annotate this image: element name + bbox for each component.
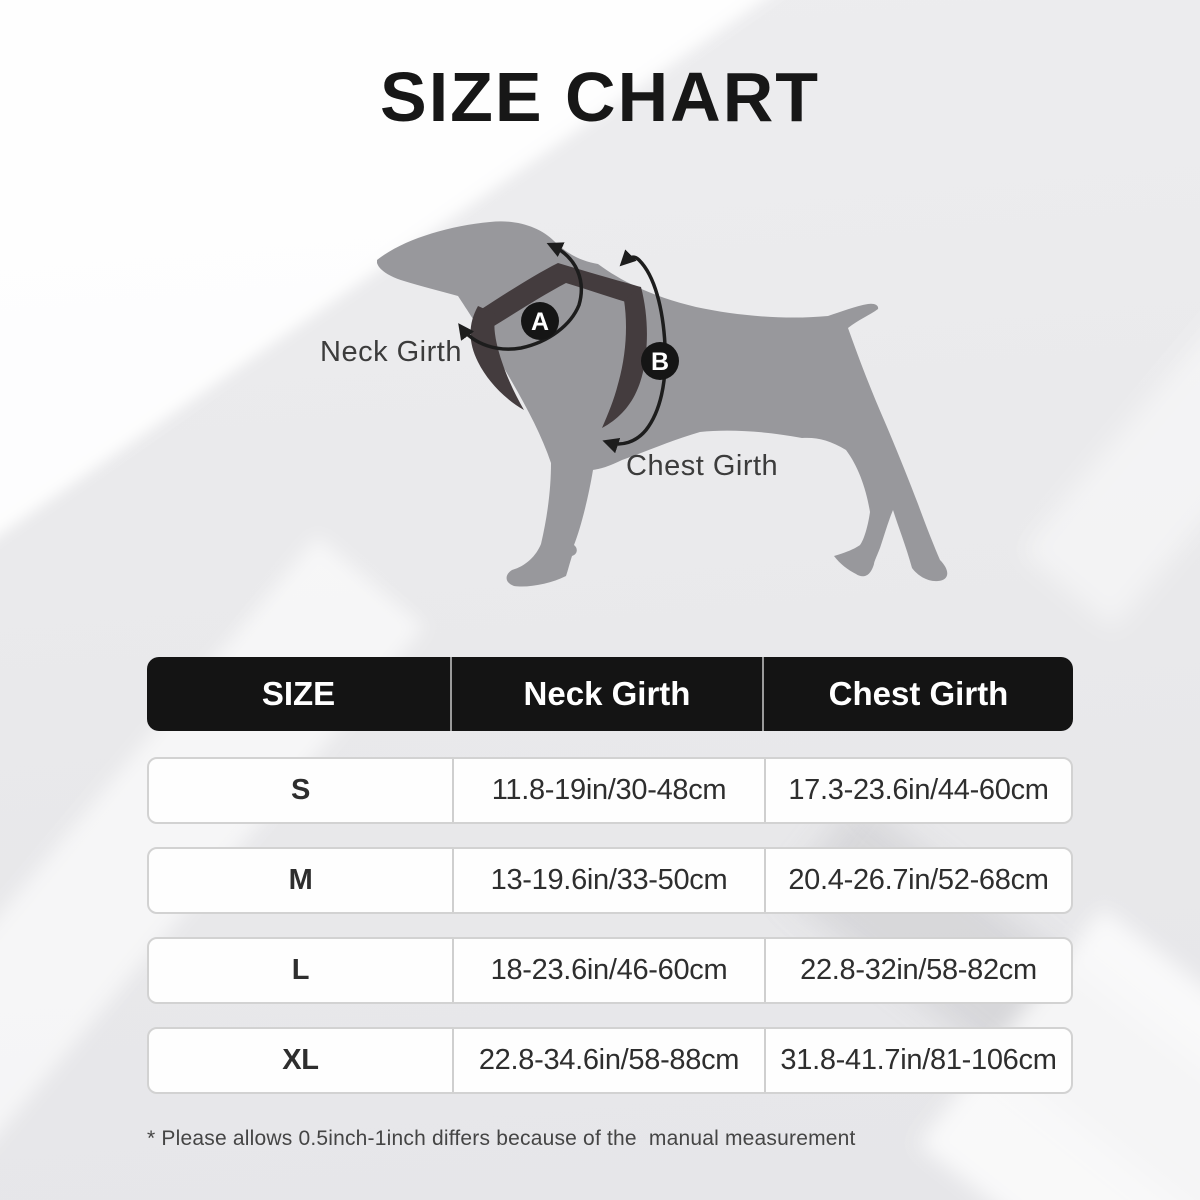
marker-b-badge: B [641, 342, 679, 380]
table-row-l: L 18-23.6in/46-60cm 22.8-32in/58-82cm [147, 937, 1073, 1004]
header-cell-size: SIZE [261, 675, 336, 712]
chest-girth-cell: 17.3-23.6in/44-60cm [764, 759, 1071, 822]
size-cell: L [291, 954, 310, 986]
neck-girth-cell: 13-19.6in/33-50cm [452, 849, 764, 912]
table-row-m: M 13-19.6in/33-50cm 20.4-26.7in/52-68cm [147, 847, 1073, 914]
marker-a-badge: A [521, 302, 559, 340]
page-title: SIZE CHART [380, 58, 820, 136]
light-streak-mid-right [1021, 91, 1200, 629]
size-cell: XL [282, 1044, 319, 1076]
table-row-s: S 11.8-19in/30-48cm 17.3-23.6in/44-60cm [147, 757, 1073, 824]
size-cell: S [290, 774, 311, 806]
table-header-row: SIZE Neck Girth Chest Girth [147, 657, 1073, 731]
table-row-xl: XL 22.8-34.6in/58-88cm 31.8-41.7in/81-10… [147, 1027, 1073, 1094]
marker-b-letter: B [651, 348, 669, 376]
neck-girth-cell: 11.8-19in/30-48cm [452, 759, 764, 822]
chest-girth-cell: 31.8-41.7in/81-106cm [764, 1029, 1071, 1092]
size-cell: M [288, 864, 313, 896]
neck-girth-cell: 18-23.6in/46-60cm [452, 939, 764, 1002]
dog-silhouette [377, 221, 948, 587]
neck-girth-label: Neck Girth [320, 336, 462, 368]
header-cell-chest-girth: Chest Girth [762, 657, 1073, 731]
size-table: SIZE Neck Girth Chest Girth S 11.8-19in/… [147, 657, 1073, 1117]
chest-girth-cell: 20.4-26.7in/52-68cm [764, 849, 1071, 912]
measurement-footnote: * Please allows 0.5inch-1inch differs be… [147, 1127, 856, 1150]
marker-a-letter: A [531, 308, 549, 336]
dog-harness-illustration: A B [377, 221, 948, 587]
chest-girth-label: Chest Girth [626, 450, 779, 482]
chest-girth-cell: 22.8-32in/58-82cm [764, 939, 1071, 1002]
neck-girth-cell: 22.8-34.6in/58-88cm [452, 1029, 764, 1092]
header-cell-neck-girth: Neck Girth [450, 657, 762, 731]
